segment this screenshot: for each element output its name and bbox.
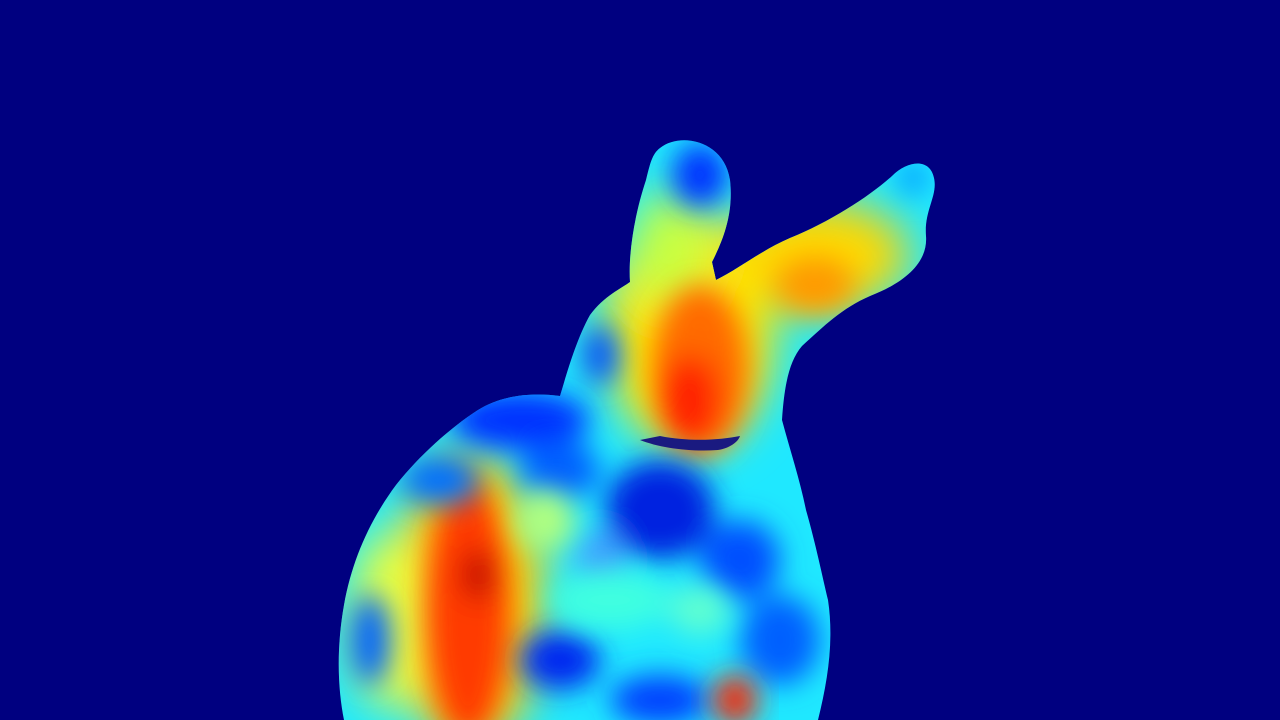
neck-contour <box>640 436 740 451</box>
bunny-heatmap-surface <box>338 140 935 720</box>
